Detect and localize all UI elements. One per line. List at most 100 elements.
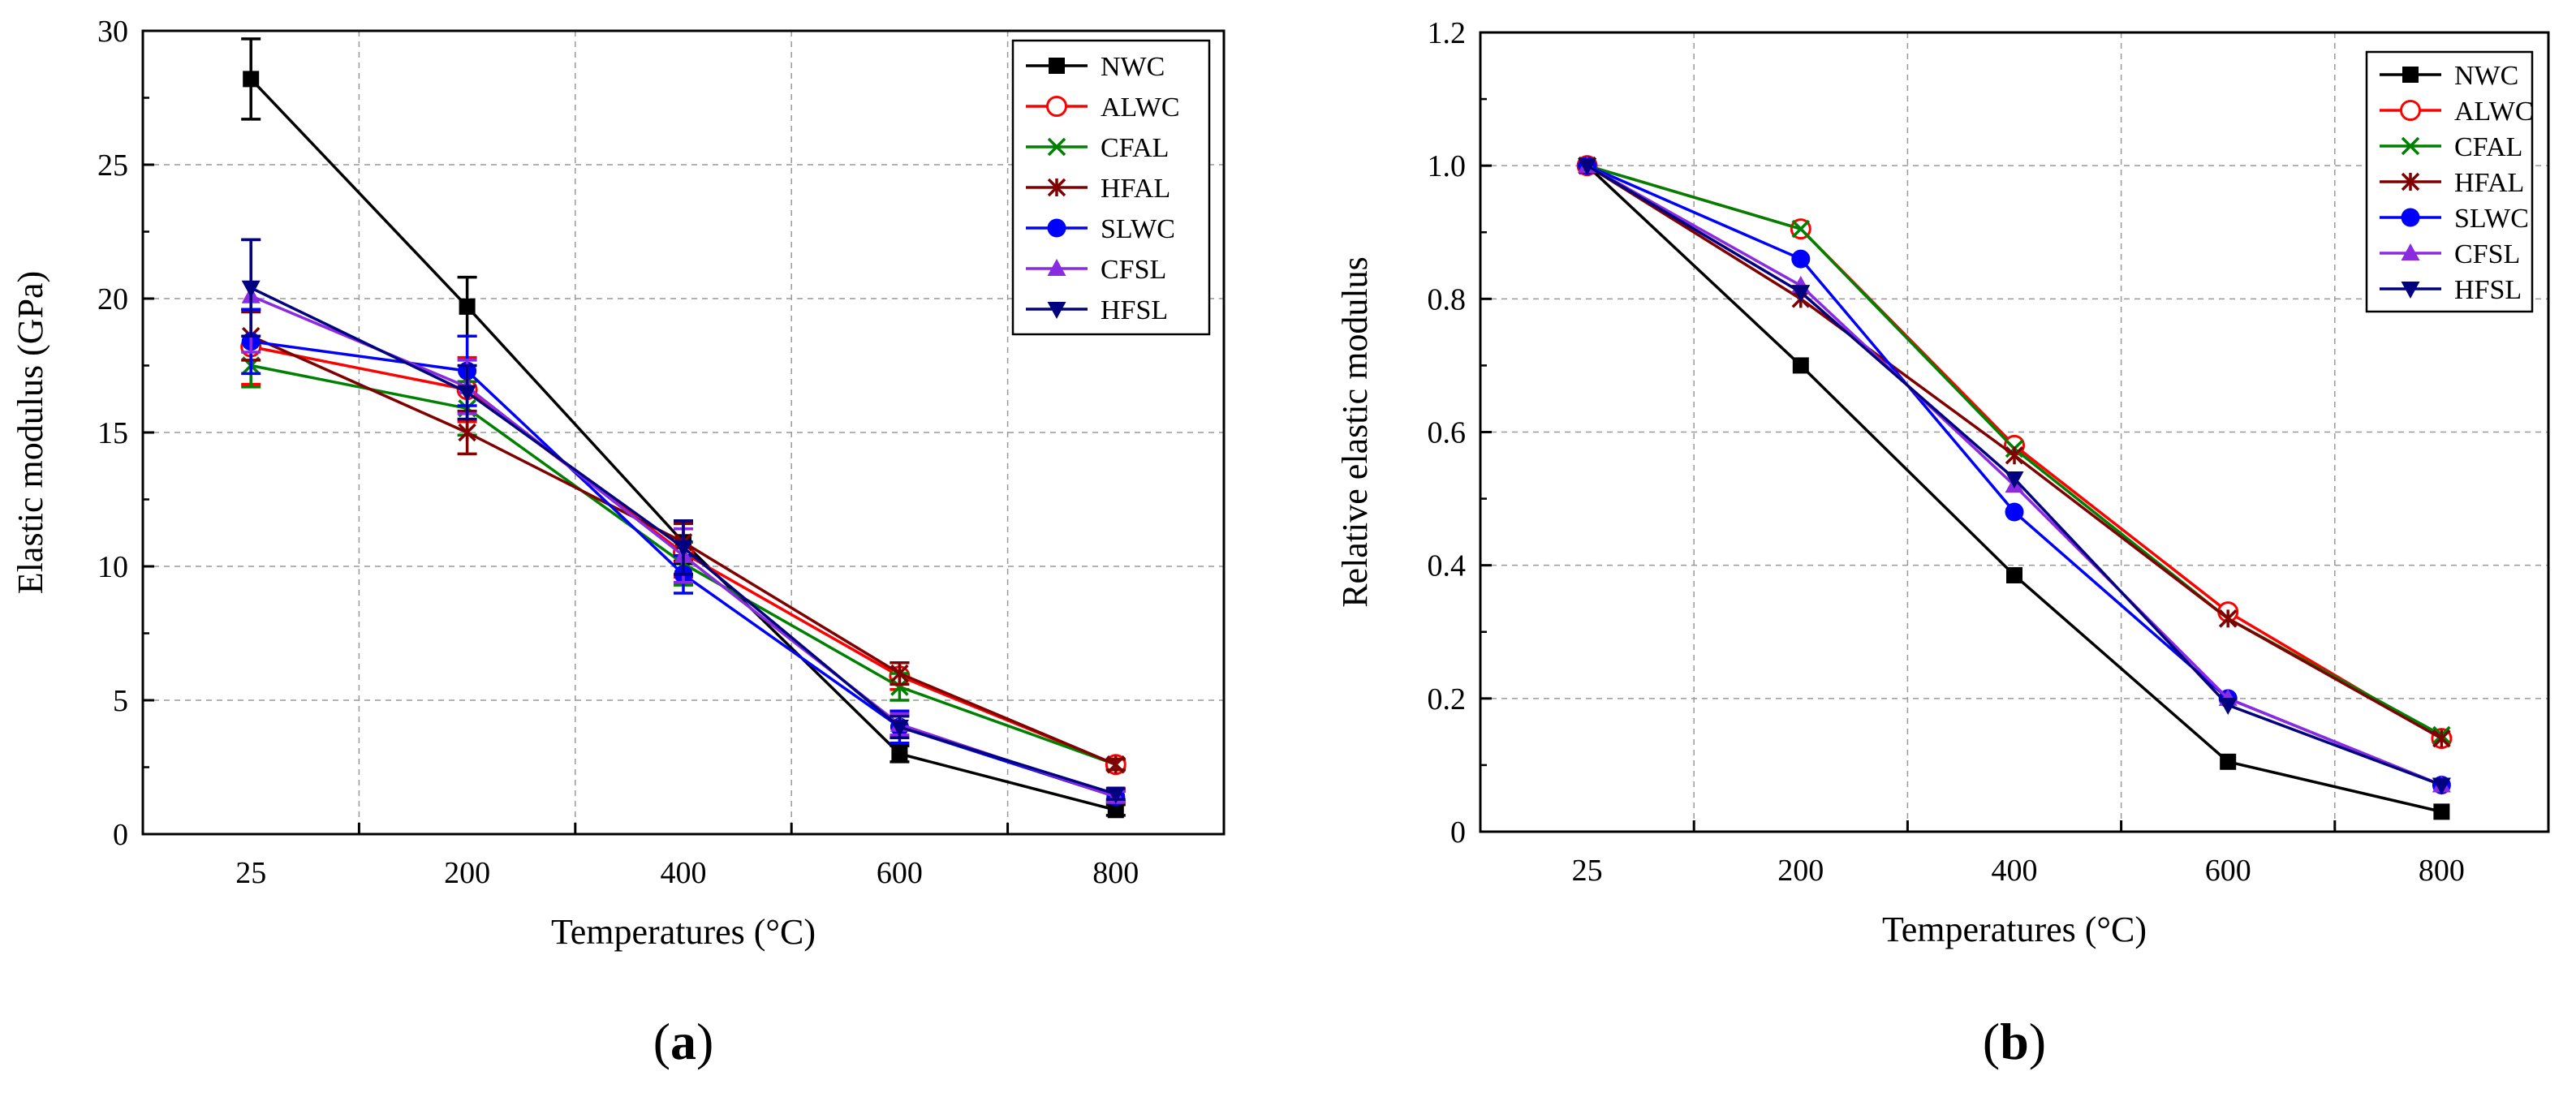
legend-marker [2401,136,2420,156]
y-axis-title-a: Elastic modulus (GPa) [11,271,50,594]
legend-label: CFAL [2454,132,2522,162]
y-tick-label: 30 [97,15,128,49]
legend-item-hfsl: HFSL [1026,295,1168,325]
series-nwc [1579,157,2450,820]
data-point-nwc [891,746,908,762]
data-point-hfal [2432,729,2451,748]
panel-label-letter: a [670,1013,696,1070]
legend-item-hfsl: HFSL [2380,275,2522,305]
legend-b: NWC ALWC CFAL HFAL SLWC CFSL HFSL [2365,50,2534,313]
data-point-hfsl [890,720,909,737]
x-tick-label: 400 [661,856,707,890]
panel-label-paren: ( [1983,1013,2000,1070]
data-point-hfsl [1791,285,1811,303]
data-point-hfsl [1106,786,1126,804]
data-point-hfal [1106,755,1126,774]
legend-label: NWC [1101,52,1165,82]
legend-marker [2401,208,2420,227]
legend-item-alwc: ALWC [2380,97,2534,127]
data-point-nwc [243,71,260,88]
series-hfsl [1578,158,2451,795]
y-tick-label: 0 [113,818,128,852]
legend-label: HFAL [1101,174,1170,204]
data-point-nwc [1107,802,1124,819]
legend-marker [1047,259,1066,276]
y-tick-label: 1.2 [1428,16,1467,50]
y-tick-label: 15 [97,416,128,450]
panel-label-letter: b [2000,1013,2029,1070]
panel-label-paren: ( [653,1013,670,1070]
data-point-hfal [458,423,476,442]
y-axis-title-b: Relative elastic modulus [1335,256,1375,608]
data-point-hfsl [458,385,477,402]
legend-marker [2401,243,2420,260]
data-point-cfal [890,678,909,696]
data-series-b [1576,155,2453,820]
legend-marker [2402,67,2419,83]
y-tick-label: 0.4 [1428,549,1467,583]
data-point-hfal [2005,445,2024,465]
panel-label-b: (b) [1983,1013,2046,1070]
y-tick-label: 25 [97,148,128,183]
x-tick-label: 600 [877,856,923,890]
legend-label: HFAL [2454,168,2524,198]
data-point-hfsl [2005,471,2024,488]
y-tick-label: 5 [113,684,128,718]
legend-label: NWC [2454,61,2518,91]
legend-item-hfal: HFAL [2380,168,2524,198]
y-tick-label: 0.6 [1428,416,1467,450]
legend-label: HFSL [2454,275,2522,305]
legend-a: NWC ALWC CFAL HFAL SLWC CFSL HFSL [1011,39,1211,336]
axis-ticks-a: 0 5 10 15 20 25 30 25 200 400 600 800 [97,15,1139,890]
chart-panel-a: 0 5 10 15 20 25 30 25 200 400 600 800 NWC ALWC CFAL HF… [11,15,1226,1070]
legend-label: SLWC [2454,204,2529,234]
grid-a [143,31,1224,834]
legend-marker [2401,172,2420,191]
data-point-hfsl [2218,698,2238,716]
legend-label: CFAL [1101,133,1169,163]
legend-marker [1047,178,1066,197]
legend-marker [2400,100,2421,121]
chart-panel-b: 0 0.2 0.4 0.6 0.8 1.0 1.2 25 200 400 600 800 NWC ALW… [1335,16,2550,1070]
y-tick-label: 20 [97,282,128,316]
legend-item-cfal: CFAL [1026,133,1169,163]
legend-item-nwc: NWC [2380,61,2518,91]
data-point-hfsl [241,280,261,298]
data-point-nwc [459,298,476,315]
x-tick-label: 200 [1777,854,1824,888]
panel-label-paren: ) [696,1013,713,1070]
data-point-nwc [2220,753,2237,770]
series-nwc [241,37,1126,819]
legend-label: CFSL [2454,239,2520,269]
data-point-hfsl [1578,158,1597,176]
legend-label: CFSL [1101,255,1166,285]
x-tick-label: 25 [1572,854,1603,888]
y-tick-label: 0.8 [1428,282,1467,316]
panel-label-paren: ) [2029,1013,2046,1070]
legend-item-hfal: HFAL [1026,174,1170,204]
data-point-hfal [2218,609,2238,628]
data-point-hfal [890,664,909,683]
legend-marker [2401,282,2420,299]
legend-item-slwc: SLWC [2380,204,2529,234]
y-tick-label: 0.2 [1428,682,1467,716]
x-tick-label: 200 [444,856,490,890]
y-tick-label: 10 [97,550,128,584]
legend-item-cfsl: CFSL [2380,239,2520,269]
data-point-cfal [1791,219,1811,239]
legend-label: ALWC [1101,92,1180,123]
legend-label: SLWC [1101,214,1175,244]
x-axis-title-b: Temperatures (°C) [1882,910,2147,949]
legend-marker [1047,302,1066,319]
legend-marker [1049,58,1065,74]
data-point-hfsl [674,540,693,557]
legend-label: HFSL [1101,295,1168,325]
legend-label: ALWC [2454,97,2534,127]
y-tick-label: 0 [1450,815,1466,850]
legend-item-cfsl: CFSL [1026,255,1166,285]
data-point-hfsl [2432,777,2451,795]
x-tick-label: 600 [2205,854,2251,888]
x-tick-label: 25 [235,856,266,890]
